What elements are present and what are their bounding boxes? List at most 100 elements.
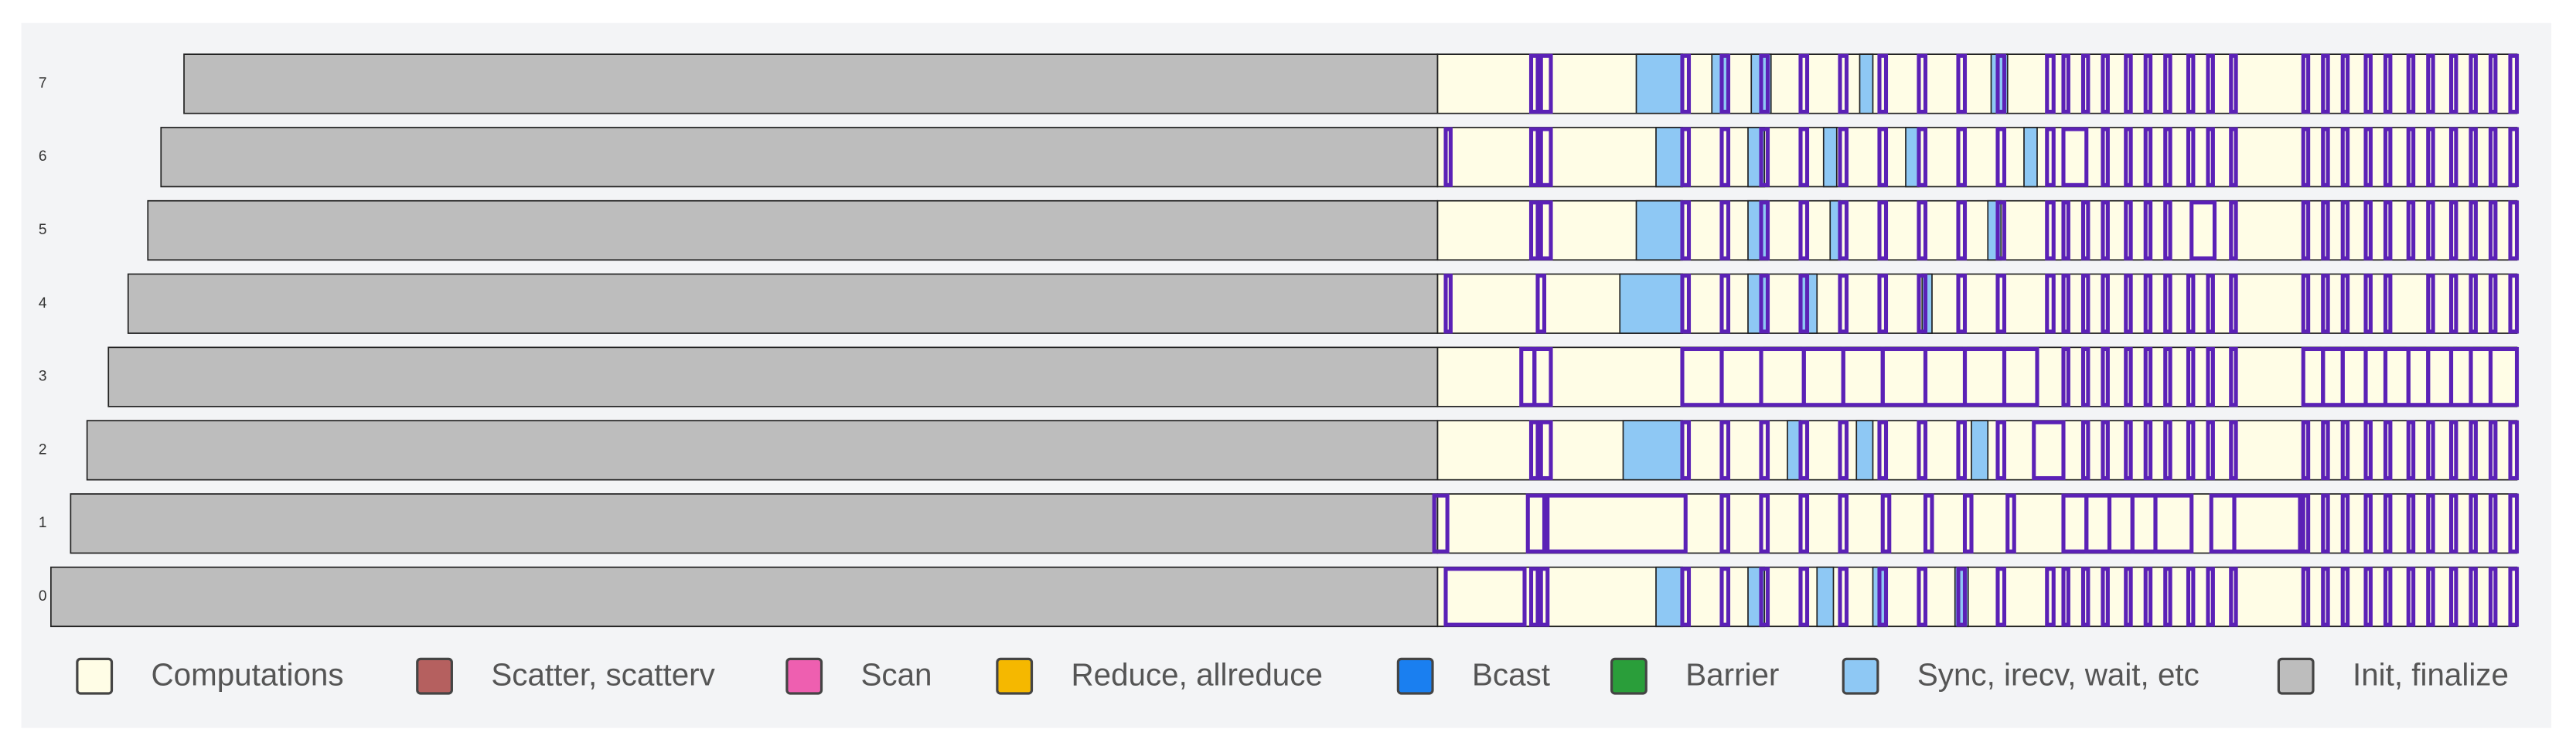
row-label: 2	[39, 441, 47, 458]
outlined-interval	[1917, 127, 1928, 187]
outlined-interval	[1680, 420, 1692, 481]
outlined-interval	[1917, 274, 1928, 334]
outlined-interval	[2508, 274, 2520, 334]
outlined-interval	[2061, 53, 2070, 114]
outlined-interval	[1877, 200, 1889, 261]
outlined-interval	[2163, 53, 2172, 114]
legend-swatch	[785, 657, 823, 695]
outlined-interval	[2080, 274, 2090, 334]
outlined-interval	[2448, 567, 2458, 627]
outlined-interval	[2469, 127, 2478, 187]
outlined-interval	[1995, 200, 2007, 261]
outlined-interval	[2061, 567, 2070, 627]
outlined-interval	[1798, 567, 1810, 627]
outlined-interval	[2488, 567, 2498, 627]
outlined-interval	[2301, 493, 2311, 554]
outlined-interval	[2363, 493, 2373, 554]
outlined-interval	[2426, 127, 2435, 187]
outlined-interval	[1956, 274, 1968, 334]
interval	[1622, 420, 1683, 481]
outlined-interval	[2163, 567, 2172, 627]
outlined-interval	[2124, 420, 2133, 481]
interval	[1905, 127, 1920, 188]
outlined-interval	[2229, 200, 2238, 261]
row-label: 7	[39, 75, 47, 91]
legend-swatch	[1610, 657, 1647, 695]
outlined-interval	[1538, 200, 1553, 261]
interval	[1655, 127, 1683, 188]
outlined-interval	[2301, 274, 2311, 334]
outlined-interval	[2045, 53, 2056, 114]
outlined-interval	[2101, 567, 2110, 627]
outlined-interval	[2189, 200, 2217, 261]
outlined-interval	[2032, 420, 2066, 481]
outlined-interval	[2080, 346, 2090, 407]
interval	[1855, 420, 1874, 481]
outlined-interval	[2232, 493, 2302, 554]
outlined-interval	[1432, 493, 1450, 554]
outlined-interval	[2383, 53, 2393, 114]
outlined-interval	[2448, 493, 2458, 554]
outlined-interval	[2101, 420, 2110, 481]
outlined-interval	[2186, 274, 2196, 334]
outlined-interval	[2363, 53, 2373, 114]
interval	[1436, 566, 2518, 628]
outlined-interval	[1525, 493, 1547, 554]
outlined-interval	[2383, 493, 2393, 554]
interval	[183, 53, 1439, 114]
outlined-interval	[2426, 420, 2435, 481]
outlined-interval	[2508, 200, 2520, 261]
outlined-interval	[2229, 567, 2238, 627]
outlined-interval	[2340, 127, 2350, 187]
outlined-interval	[1877, 567, 1889, 627]
outlined-interval	[2061, 346, 2070, 407]
outlined-interval	[2143, 127, 2153, 187]
outlined-interval	[1877, 420, 1889, 481]
outlined-interval	[1528, 53, 1540, 114]
outlined-interval	[1838, 53, 1849, 114]
outlined-interval	[2206, 346, 2215, 407]
outlined-interval	[2340, 493, 2350, 554]
outlined-interval	[2363, 200, 2373, 261]
outlined-interval	[2469, 200, 2478, 261]
outlined-interval	[1923, 493, 1934, 554]
outlined-interval	[2469, 420, 2478, 481]
outlined-interval	[2321, 274, 2330, 334]
outlined-interval	[2406, 200, 2416, 261]
plot-area: 0 1 2 3 4 5 6 7	[39, 53, 2520, 628]
outlined-interval	[2186, 53, 2196, 114]
outlined-interval	[1798, 200, 1810, 261]
outlined-interval	[2229, 346, 2238, 407]
outlined-interval	[2448, 420, 2458, 481]
outlined-interval	[2383, 200, 2393, 261]
outlined-interval	[2406, 493, 2416, 554]
outlined-interval	[1917, 420, 1928, 481]
outlined-interval	[1719, 53, 1731, 114]
outlined-interval	[1443, 567, 1527, 627]
outlined-interval	[2383, 274, 2393, 334]
outlined-interval	[2101, 53, 2110, 114]
outlined-interval	[1538, 53, 1553, 114]
outlined-interval	[2321, 420, 2330, 481]
outlined-interval	[1956, 200, 1968, 261]
outlined-interval	[2045, 274, 2056, 334]
outlined-interval	[2383, 567, 2393, 627]
outlined-interval	[1880, 493, 1892, 554]
outlined-interval	[1877, 274, 1889, 334]
outlined-interval	[1995, 420, 2007, 481]
outlined-interval	[2301, 127, 2311, 187]
outlined-interval	[2101, 274, 2110, 334]
outlined-interval	[1680, 567, 1692, 627]
outlined-interval	[2301, 567, 2311, 627]
interval	[1655, 566, 1683, 628]
outlined-interval	[2143, 420, 2153, 481]
outlined-interval	[2448, 127, 2458, 187]
outlined-interval	[1759, 274, 1770, 334]
interval	[1436, 199, 2518, 261]
interval	[86, 420, 1439, 481]
outlined-interval	[2406, 567, 2416, 627]
outlined-interval	[1798, 127, 1810, 187]
outlined-interval	[1719, 493, 1731, 554]
outlined-interval	[2448, 53, 2458, 114]
outlined-interval	[2321, 127, 2330, 187]
